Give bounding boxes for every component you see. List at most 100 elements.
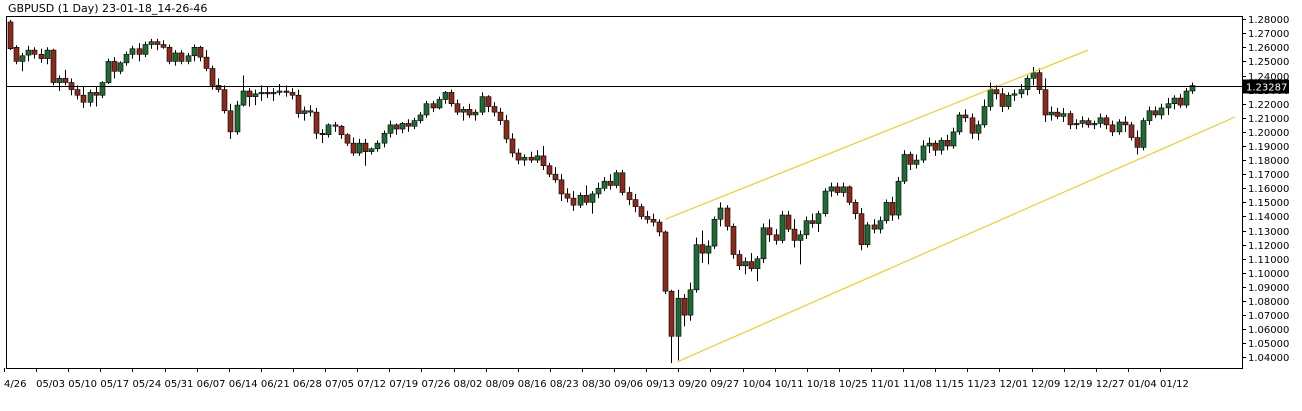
- x-tick-label: 12/01: [999, 379, 1028, 390]
- candle-body: [393, 124, 400, 130]
- y-tick-label: 1.27000: [1248, 29, 1289, 40]
- candle-body: [411, 120, 418, 127]
- candle-body: [240, 90, 247, 106]
- candle-body: [154, 41, 161, 45]
- candle-body: [301, 110, 308, 114]
- y-tick-label: 1.06000: [1248, 325, 1289, 336]
- candle-body: [332, 124, 339, 127]
- candle-body: [877, 220, 884, 230]
- candle-body: [926, 142, 933, 147]
- y-tick-label: 1.08000: [1248, 297, 1289, 308]
- candle-body: [423, 103, 430, 116]
- candle-body: [987, 89, 994, 107]
- x-tick-label: 07/26: [421, 379, 450, 390]
- x-tick-label: 07/12: [357, 379, 386, 390]
- candle-body: [509, 138, 516, 154]
- candle-body: [160, 44, 167, 48]
- x-tick-label: 08/09: [486, 379, 515, 390]
- candle-body: [852, 202, 859, 214]
- x-tick-label: 10/18: [807, 379, 836, 390]
- y-tick-label: 1.20000: [1248, 128, 1289, 139]
- candle-body: [699, 244, 706, 254]
- candle-body: [889, 202, 896, 216]
- candle-body: [589, 193, 596, 203]
- candle-body: [313, 111, 320, 134]
- candle-body: [399, 123, 406, 130]
- candle-body: [975, 124, 982, 134]
- candle-body: [1189, 85, 1196, 92]
- candle-body: [362, 142, 369, 152]
- channel-lower-line: [677, 116, 1236, 363]
- candle-body: [558, 179, 565, 195]
- candle-body: [668, 290, 675, 337]
- candle-body: [834, 186, 841, 193]
- candle-body: [246, 90, 253, 97]
- x-tick-label: 08/16: [518, 379, 547, 390]
- candle-body: [1085, 120, 1092, 126]
- candle-body: [1005, 94, 1012, 107]
- candle-body: [858, 213, 865, 245]
- x-tick-label: 05/24: [132, 379, 161, 390]
- y-tick-label: 1.14000: [1248, 212, 1289, 223]
- candle-body: [185, 55, 192, 62]
- candle-body: [234, 104, 241, 133]
- candle-body: [289, 92, 296, 96]
- candle-body: [479, 96, 486, 113]
- candle-body: [258, 92, 265, 95]
- candle-body: [1146, 110, 1153, 121]
- candle-body: [295, 94, 302, 114]
- y-tick-label: 1.04000: [1248, 353, 1289, 364]
- candle-body: [1091, 123, 1098, 126]
- candle-body: [1018, 89, 1025, 95]
- x-tick-label: 10/11: [775, 379, 804, 390]
- candle-body: [687, 289, 694, 316]
- candle-body: [583, 195, 590, 203]
- candle-body: [1036, 72, 1043, 90]
- candles-layer: [7, 19, 1196, 364]
- x-tick-label: 07/05: [325, 379, 354, 390]
- candle-body: [491, 106, 498, 113]
- candle-body: [319, 132, 326, 136]
- candle-body: [178, 52, 185, 62]
- candle-body: [1079, 120, 1086, 124]
- candle-body: [1140, 120, 1147, 148]
- candle-body: [203, 56, 210, 69]
- candle-body: [552, 173, 559, 181]
- candle-body: [325, 124, 332, 136]
- candle-body: [779, 214, 786, 241]
- y-tick-label: 1.17000: [1248, 170, 1289, 181]
- candle-body: [638, 206, 645, 217]
- candle-body: [344, 134, 351, 144]
- price-label: 1.23287: [1246, 83, 1287, 94]
- candle-body: [613, 172, 620, 186]
- candle-body: [368, 148, 375, 152]
- candle-body: [472, 111, 479, 116]
- candle-body: [969, 117, 976, 134]
- x-tick-label: 10/04: [743, 379, 772, 390]
- candle-body: [221, 89, 228, 112]
- candle-body: [1011, 93, 1018, 96]
- x-tick-label: 11/15: [935, 379, 964, 390]
- candle-body: [534, 155, 541, 161]
- candle-body: [981, 106, 988, 126]
- candle-body: [754, 258, 761, 269]
- candle-body: [430, 103, 437, 109]
- candle-body: [215, 85, 222, 90]
- candle-body: [920, 145, 927, 161]
- candle-body: [172, 52, 179, 62]
- x-tick-label: 4/26: [4, 379, 26, 390]
- candle-body: [515, 152, 522, 161]
- candle-body: [711, 218, 718, 247]
- candle-body: [99, 82, 106, 96]
- candle-body: [117, 62, 124, 72]
- candle-body: [87, 92, 94, 103]
- x-tick-label: 08/23: [550, 379, 579, 390]
- candle-body: [276, 90, 283, 93]
- candle-body: [142, 44, 149, 55]
- x-tick-label: 12/27: [1096, 379, 1125, 390]
- candle-body: [1097, 117, 1104, 124]
- candle-body: [736, 254, 743, 267]
- candle-body: [1054, 111, 1061, 117]
- candle-body: [766, 227, 773, 236]
- candle-body: [93, 92, 100, 96]
